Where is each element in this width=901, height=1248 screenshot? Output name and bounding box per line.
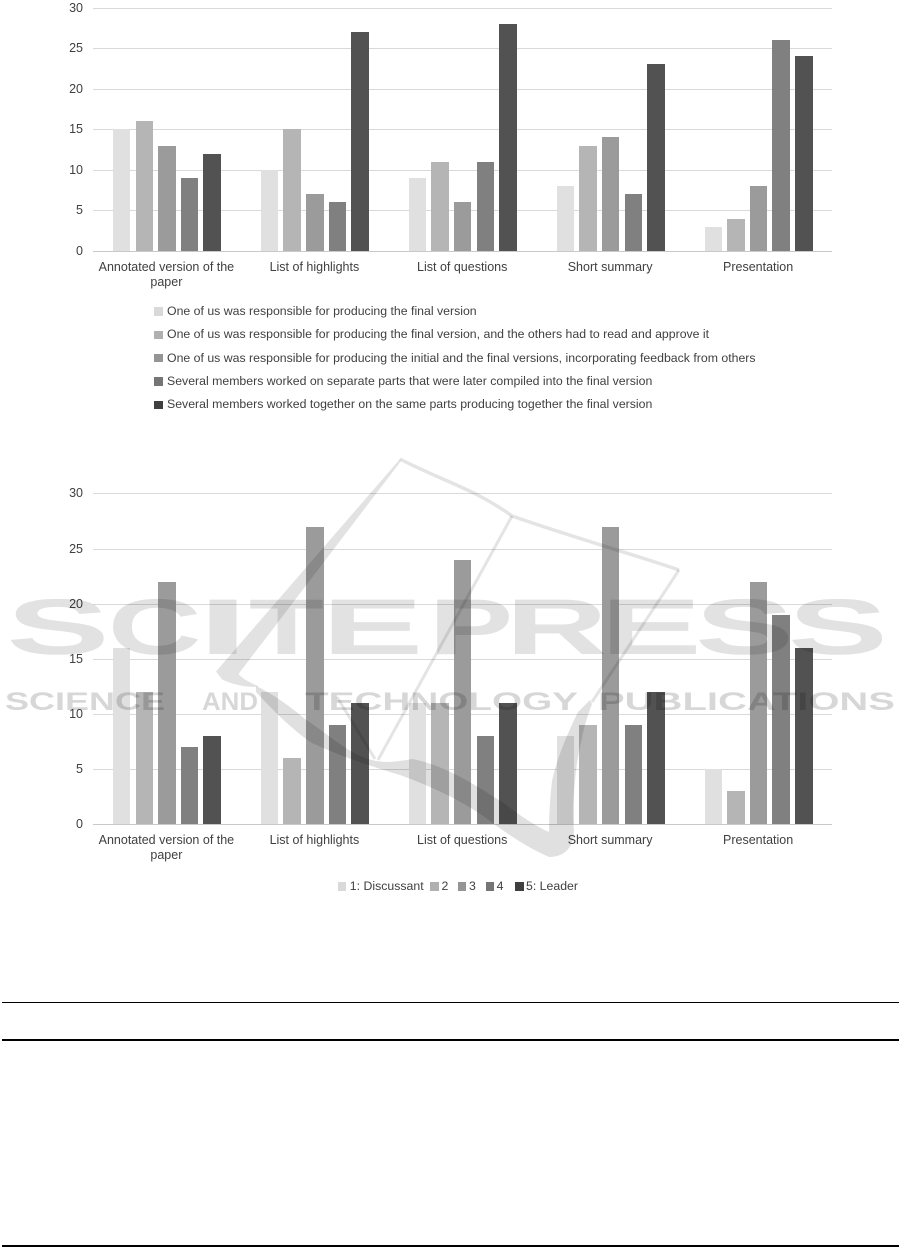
svg-text:P: P	[429, 582, 514, 671]
svg-text:S: S	[695, 582, 794, 671]
svg-text:R: R	[506, 582, 608, 671]
svg-text:I: I	[197, 582, 249, 671]
svg-text:S: S	[6, 582, 110, 671]
svg-text:S: S	[788, 582, 888, 671]
svg-text:E: E	[600, 582, 702, 671]
svg-text:PUBLICATIONS: PUBLICATIONS	[598, 688, 895, 716]
svg-text:T: T	[249, 582, 324, 671]
svg-text:TECHNOLOGY: TECHNOLOGY	[305, 688, 578, 716]
svg-text:E: E	[322, 582, 424, 671]
svg-text:C: C	[108, 582, 202, 671]
svg-text:AND: AND	[202, 688, 258, 716]
svg-text:SCIENCE: SCIENCE	[5, 688, 165, 716]
